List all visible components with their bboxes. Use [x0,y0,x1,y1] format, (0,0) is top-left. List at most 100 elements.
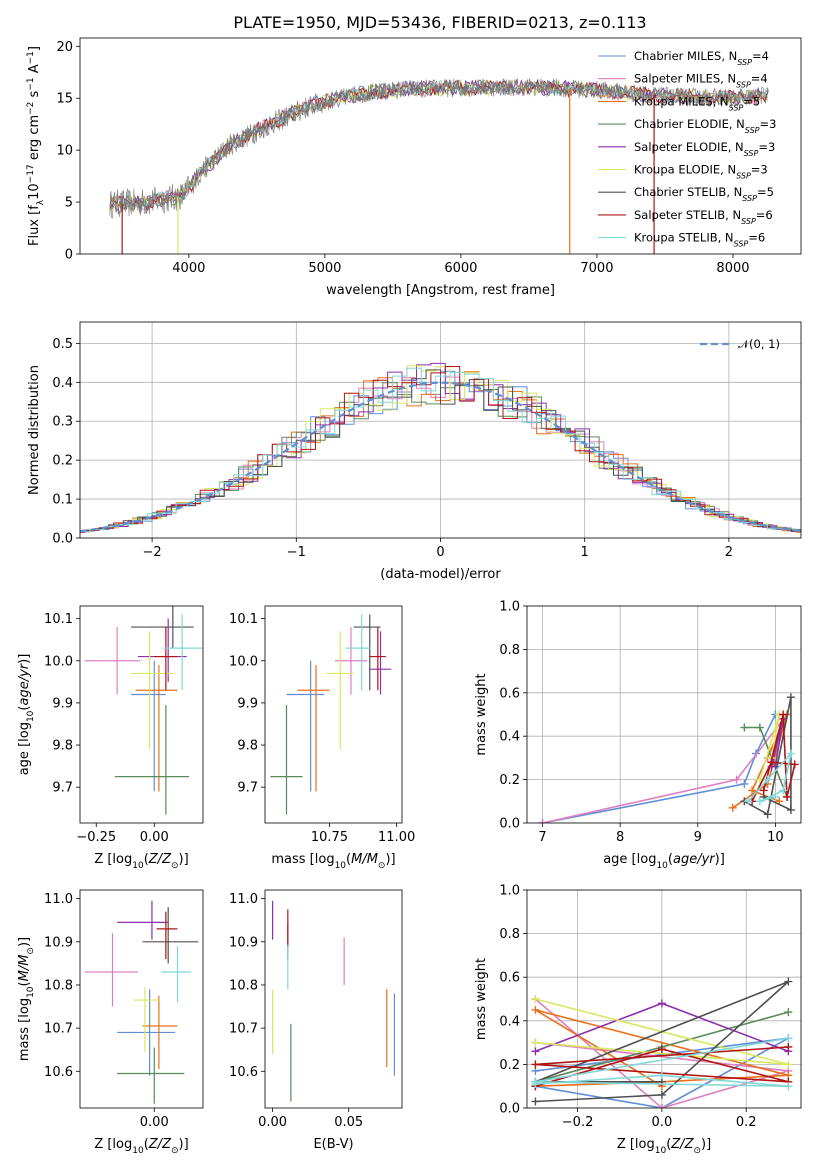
mw-age-marker-6-1 [763,810,772,819]
mw-age-series-7 [751,714,796,802]
mw-age-marker-7-2 [790,760,799,769]
mw-z-xlabel-part: ⊙ [693,1146,701,1156]
mw-z-marker-1-1 [657,1104,666,1108]
mass-z-point-5 [133,987,159,1052]
mw-z-marker-7-1 [657,1045,666,1054]
mw-age-marker-8-2 [786,749,795,758]
legend-name: Chabrier ELODIE, N [634,117,745,131]
mass-z-point-2 [142,995,178,1070]
legend-entry-6: Chabrier STELIB, NSSP=5 [634,185,774,203]
age-z-ytick-label-2: 9.9 [52,696,73,711]
spectrum-data-line [109,78,769,219]
hist-xtick-label-2: 0 [436,545,444,560]
legend-value: =4 [752,49,769,63]
hist-step-salpeter-miles [80,376,801,533]
spectrum-ytick-label-4: 20 [56,40,73,55]
age-z-axes: −0.25 0.009.79.89.910.010.1Z [log10(Z/Z⊙)… [17,605,204,871]
age-mass-plot-area [270,614,392,815]
spectrum-ylabel-part: ] [27,46,42,51]
mw-z-marker-4-1 [657,999,666,1008]
hist-legend: 𝒩(0, 1) [700,337,780,351]
mw-z-marker-3-2 [784,1008,793,1017]
age-z-ylabel-part: 10 [26,710,36,722]
mw-age-ytick-label-2: 0.4 [499,730,520,745]
figure-title: PLATE=1950, MJD=53436, FIBERID=0213, z=0… [233,13,646,32]
mass-ebv-ytick-label-1: 10.7 [229,1022,258,1037]
mw-z-xtick-label-1: 0.0 [652,1115,673,1130]
legend-name: Salpeter ELODIE, N [634,140,744,154]
legend-value: =5 [757,185,774,199]
mw-z-marker-8-3 [531,1077,540,1086]
age-z-ylabel-part: age [log [17,722,32,775]
mw-z-ytick-label-4: 0.8 [499,927,520,942]
hist-xtick-label-0: −2 [143,545,162,560]
mw-age-marker-6-2 [786,693,795,702]
mass-z-ytick-label-0: 10.6 [44,1065,73,1080]
mw-z-xlabel-part: )] [701,1137,711,1152]
age-z-point-7 [154,627,178,691]
age-z-ytick-label-1: 9.8 [52,739,73,754]
age-mass-point-0 [286,660,325,792]
spectrum-ytick-label-0: 0 [65,248,73,263]
mw-z-marker-5-2 [531,1038,540,1047]
mass-ebv-xlabel-part: E(B-V) [313,1137,353,1152]
hist-xtick-label-4: 2 [725,545,733,560]
legend-entry-1: Salpeter MILES, NSSP=4 [634,72,768,90]
mass-z-ylabel-part: 10 [26,986,36,998]
mw-z-xlabel-part: Z/Z [670,1137,694,1152]
age-z-ylabel-part: age/yr [17,662,32,705]
mw-z-xtick-label-2: 0.2 [736,1115,757,1130]
mw-age-ytick-label-4: 0.8 [499,643,520,658]
spectrum-axes: 4000 5000 6000 7000 8000 0 5 10 15 20 wavelength [… [26,37,802,298]
legend-sub: SSP [744,148,759,157]
age-z-ytick-label-4: 10.1 [44,612,73,627]
age-mass-point-3 [270,705,303,815]
mw-z-series-1 [534,998,789,1108]
legend-name: Kroupa STELIB, N [634,231,734,245]
spectrum-xtick-label-0: 4000 [172,261,205,276]
mw-age-ytick-label-5: 1.0 [499,600,520,615]
legend-sub: SSP [734,239,749,248]
mass-z-xlabel-part: Z [log [94,1137,132,1152]
age-mass-point-6 [353,614,381,691]
mass-z-point-3 [117,1047,185,1104]
mass-z-point-0 [117,989,176,1076]
spectrum-xtick-label-4: 8000 [716,261,749,276]
hist-step-kroupa-miles [80,371,801,533]
age-mass-point-7 [369,627,386,691]
age-z-xlabel-part: Z [log [94,852,132,867]
legend-name: Chabrier MILES, N [634,49,737,63]
hist-ytick-label-3: 0.3 [52,415,73,430]
spectrum-ytick-label-2: 10 [56,144,73,159]
age-mass-point-8 [345,614,370,691]
legend-sub: SSP [729,103,744,112]
spectrum-ylabel: Flux [fλ10−17 erg cm−2 s−1 A−1] [26,46,46,246]
mw-age-series-8 [747,750,793,803]
mass-z-xtick-label-0: 0.00 [140,1115,169,1130]
mw-age-frame [526,605,802,824]
age-z-xtick-label-1: 0.00 [140,830,169,845]
mass-ebv-xtick-label-0: 0.00 [258,1115,287,1130]
age-z-xlabel-part: )] [179,852,189,867]
hist-xtick-label-3: 1 [581,545,589,560]
legend-value: =6 [748,231,765,245]
age-mass-xlabel-part: ⊙ [378,861,386,871]
mw-age-marker-2-0 [728,803,737,812]
age-mass-xlabel-part: )] [385,852,395,867]
mass-z-xlabel-part: Z/Z [148,1137,172,1152]
mass-z-ytick-label-1: 10.7 [44,1022,73,1037]
legend-value: =3 [758,140,775,154]
mw-age-ytick-label-1: 0.2 [499,773,520,788]
legend-name: Chabrier STELIB, N [634,185,742,199]
hist-ytick-label-0: 0.0 [52,532,73,547]
age-mass-ytick-label-2: 9.9 [237,696,258,711]
mass-ebv-frame [264,889,403,1109]
age-mass-xtick-label-1: 11.00 [378,830,415,845]
mass-z-ylabel-part: M/M [17,955,32,982]
spectrum-ylabel-part: λ [36,199,46,205]
hist-step-kroupa-stelib [80,367,801,533]
age-z-xtick-label-0: −0.25 [76,830,116,845]
mass-z-point-6 [142,907,199,964]
mw-z-marker-6-0 [531,1097,540,1106]
